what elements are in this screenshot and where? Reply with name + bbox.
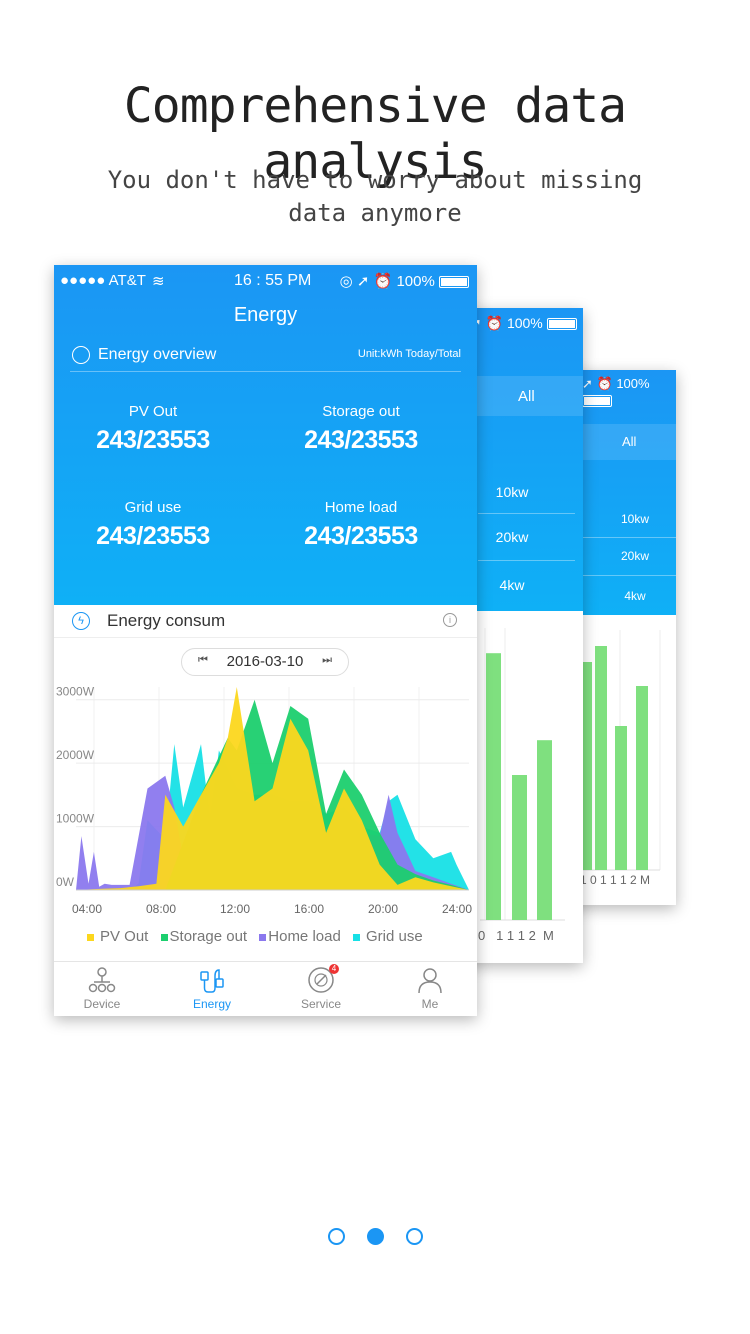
x-tick-label: 12:00	[220, 902, 250, 916]
x-tick-label: 16:00	[294, 902, 324, 916]
location-arrow-icon: ➚	[357, 273, 370, 290]
y-tick-label: 1000W	[56, 812, 95, 826]
legend-item[interactable]: PV Out	[87, 928, 148, 945]
pager-dot-active[interactable]	[367, 1228, 384, 1245]
legend-swatch	[87, 934, 94, 941]
tab-me[interactable]: Me	[380, 966, 477, 1011]
bar	[512, 775, 527, 920]
lock-rotation-icon: ◎	[340, 273, 353, 290]
legend-swatch	[259, 934, 266, 941]
tab-label: Me	[422, 997, 439, 1011]
stat-home-load: Home load 243/23553	[266, 499, 456, 551]
section-title: Energy consum	[107, 611, 225, 631]
status-bar: ●●●●● AT&T ≋ 16 : 55 PM ◎ ➚ ⏰ 100%	[54, 272, 477, 292]
bar	[615, 726, 627, 870]
bar	[636, 686, 648, 870]
energy-header: ●●●●● AT&T ≋ 16 : 55 PM ◎ ➚ ⏰ 100% Energ…	[54, 265, 477, 605]
service-gauge-icon: 4	[307, 966, 335, 994]
legend-swatch	[353, 934, 360, 941]
stat-value: 243/23553	[58, 426, 248, 455]
legend-label: Grid use	[366, 928, 423, 945]
wifi-icon: ≋	[152, 272, 165, 290]
divider	[70, 371, 461, 372]
stat-value: 243/23553	[266, 426, 456, 455]
bar	[537, 740, 552, 920]
energy-area-chart: 0W 1000W 2000W 3000W 04:00 08:00 12:00 16:00 20:…	[54, 665, 477, 925]
stat-grid-use: Grid use 243/23553	[58, 499, 248, 551]
tab-label: Service	[301, 997, 341, 1011]
energy-consum-header: ϟ Energy consum i	[54, 605, 477, 638]
tab-label: Device	[84, 997, 121, 1011]
x-tick-label: 24:00	[442, 902, 472, 916]
lightning-icon: ϟ	[72, 612, 90, 630]
tab-service[interactable]: 4 Service	[271, 966, 371, 1011]
status-right: ◎ ➚ ⏰ 100%	[340, 272, 469, 290]
legend-item[interactable]: Grid use	[353, 928, 423, 945]
stat-value: 243/23553	[58, 522, 248, 551]
bar	[595, 646, 607, 870]
notification-badge: 4	[329, 964, 339, 974]
legend-item[interactable]: Storage out	[161, 928, 248, 945]
overview-title: Energy overview	[98, 346, 216, 364]
tab-device[interactable]: Device	[54, 966, 152, 1011]
axis-ticks: 0 1 1 1 2 M	[478, 928, 554, 943]
alarm-icon: ⏰	[374, 273, 393, 290]
front-phone-screen: ●●●●● AT&T ≋ 16 : 55 PM ◎ ➚ ⏰ 100% Energ…	[54, 265, 477, 1016]
page-indicator	[0, 1228, 750, 1250]
stat-label: PV Out	[58, 403, 248, 420]
stat-storage-out: Storage out 243/23553	[266, 403, 456, 455]
person-icon	[416, 966, 444, 994]
app-title: Energy	[54, 304, 477, 327]
legend-item[interactable]: Home load	[259, 928, 341, 945]
stat-label: Storage out	[266, 403, 456, 420]
stat-pv-out: PV Out 243/23553	[58, 403, 248, 455]
battery-icon	[439, 276, 469, 288]
carrier-label: ●●●●● AT&T	[60, 272, 146, 289]
pager-dot[interactable]	[406, 1228, 423, 1245]
chart-legend: PV Out Storage out Home load Grid use	[87, 928, 477, 945]
stat-label: Grid use	[58, 499, 248, 516]
info-icon[interactable]: i	[443, 613, 457, 627]
legend-swatch	[161, 934, 168, 941]
bottom-tab-bar: Device Energy 4 Service Me	[54, 961, 477, 1016]
y-tick-label: 0W	[56, 875, 75, 889]
x-tick-label: 04:00	[72, 902, 102, 916]
legend-label: Storage out	[170, 928, 248, 945]
energy-plug-icon	[198, 966, 226, 994]
x-tick-label: 20:00	[368, 902, 398, 916]
page-subheadline: You don't have to worry about missing da…	[95, 164, 655, 230]
overview-chart-icon	[72, 346, 90, 364]
tab-label: Energy	[193, 997, 231, 1011]
pager-dot[interactable]	[328, 1228, 345, 1245]
battery-label: 100%	[396, 273, 434, 290]
overview-unit[interactable]: Unit:kWh Today/Total	[358, 348, 461, 360]
tab-energy[interactable]: Energy	[162, 966, 262, 1011]
bar	[486, 653, 501, 920]
x-tick-label: 08:00	[146, 902, 176, 916]
y-tick-label: 3000W	[56, 685, 95, 699]
device-tree-icon	[88, 966, 116, 994]
stat-label: Home load	[266, 499, 456, 516]
stat-value: 243/23553	[266, 522, 456, 551]
axis-ticks: 1 0 1 1 1 2 M	[580, 873, 650, 887]
legend-label: PV Out	[100, 928, 148, 945]
clock-label: 16 : 55 PM	[234, 272, 311, 290]
y-tick-label: 2000W	[56, 748, 95, 762]
legend-label: Home load	[268, 928, 341, 945]
